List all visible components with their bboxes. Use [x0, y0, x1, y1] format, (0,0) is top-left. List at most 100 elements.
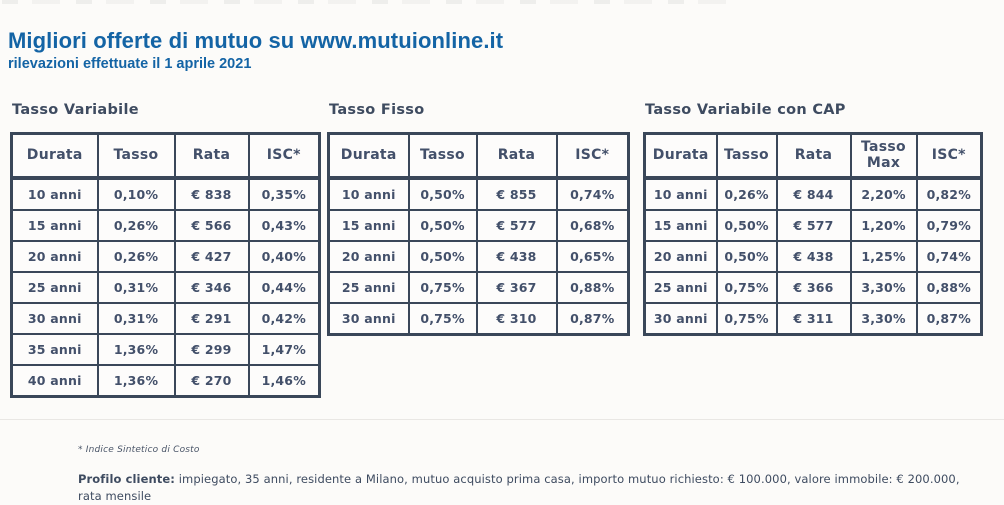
table-cell: 40 anni — [12, 365, 98, 397]
section-title: Tasso Variabile — [12, 102, 321, 118]
table-cell: € 577 — [477, 210, 557, 241]
table-cell: 0,42% — [249, 303, 320, 334]
table-cell: € 427 — [175, 241, 249, 272]
table-cell: 0,87% — [917, 303, 982, 335]
table-cell: 0,75% — [717, 303, 777, 335]
table-cell: 0,26% — [98, 241, 175, 272]
table-cell: 0,79% — [917, 210, 982, 241]
table-cell: € 366 — [777, 272, 851, 303]
column-header: Tasso — [409, 134, 477, 179]
table-cell: 0,87% — [557, 303, 629, 335]
column-header: Durata — [329, 134, 409, 179]
table-cell: 2,20% — [851, 178, 917, 210]
column-header: Tasso — [98, 134, 175, 179]
isc-footnote: * Indice Sintetico di Costo — [78, 445, 200, 455]
table-cell: 30 anni — [645, 303, 717, 335]
column-header: Rata — [175, 134, 249, 179]
table-cell: 15 anni — [12, 210, 98, 241]
table-cell: 3,30% — [851, 272, 917, 303]
table-cell: 0,74% — [917, 241, 982, 272]
table-cell: 25 anni — [329, 272, 409, 303]
table-cell: 1,36% — [98, 365, 175, 397]
table-cell: 1,20% — [851, 210, 917, 241]
column-header: ISC* — [557, 134, 629, 179]
table-cell: 0,88% — [557, 272, 629, 303]
table-cell: 0,40% — [249, 241, 320, 272]
table-cell: 0,10% — [98, 178, 175, 210]
table-cell: 20 anni — [12, 241, 98, 272]
section-title: Tasso Fisso — [329, 102, 630, 118]
table-cell: 1,46% — [249, 365, 320, 397]
table-cell: 0,50% — [717, 210, 777, 241]
table-cell: € 270 — [175, 365, 249, 397]
table-cell: 0,75% — [409, 303, 477, 335]
table-cell: 1,47% — [249, 334, 320, 365]
table-cell: 10 anni — [645, 178, 717, 210]
table-cell: € 310 — [477, 303, 557, 335]
profile-line1: impiegato, 35 anni, residente a Milano, … — [175, 472, 960, 486]
table-cell: 20 anni — [645, 241, 717, 272]
table-cell: 25 anni — [12, 272, 98, 303]
clipped-text-artifact — [2, 0, 742, 4]
table-cell: 1,36% — [98, 334, 175, 365]
column-header: Rata — [477, 134, 557, 179]
table-cell: € 367 — [477, 272, 557, 303]
table-cell: 35 anni — [12, 334, 98, 365]
table-cell: 0,50% — [409, 178, 477, 210]
table-cell: 0,82% — [917, 178, 982, 210]
table-cell: € 438 — [777, 241, 851, 272]
table-cell: 0,31% — [98, 303, 175, 334]
column-header: Durata — [12, 134, 98, 179]
table-cell: 20 anni — [329, 241, 409, 272]
profile-text: Profilo cliente: impiegato, 35 anni, res… — [78, 471, 960, 505]
column-header: Durata — [645, 134, 717, 179]
table-cell: 10 anni — [329, 178, 409, 210]
table-cell: 30 anni — [12, 303, 98, 334]
table-cell: € 346 — [175, 272, 249, 303]
column-header: Rata — [777, 134, 851, 179]
table-cell: 0,74% — [557, 178, 629, 210]
table-cell: 0,75% — [717, 272, 777, 303]
column-header: Tasso — [717, 134, 777, 179]
column-header: ISC* — [249, 134, 320, 179]
page-subtitle: rilevazioni effettuate il 1 aprile 2021 — [8, 56, 251, 72]
profile-label: Profilo cliente: — [78, 472, 175, 486]
section-title: Tasso Variabile con CAP — [645, 102, 983, 118]
table-cell: 0,26% — [98, 210, 175, 241]
table-cell: 25 anni — [645, 272, 717, 303]
column-header: Tasso Max — [851, 134, 917, 179]
table-cell: € 577 — [777, 210, 851, 241]
table-cell: 10 anni — [12, 178, 98, 210]
table-cell: 0,26% — [717, 178, 777, 210]
divider — [0, 419, 1004, 420]
table-cell: 0,65% — [557, 241, 629, 272]
table-cell: 0,88% — [917, 272, 982, 303]
table-cell: € 838 — [175, 178, 249, 210]
page-title: Migliori offerte di mutuo su www.mutuion… — [8, 28, 503, 54]
table-cell: 0,44% — [249, 272, 320, 303]
table-cell: 0,75% — [409, 272, 477, 303]
table-cell: 0,50% — [717, 241, 777, 272]
table-cell: 0,50% — [409, 241, 477, 272]
table-cell: 0,50% — [409, 210, 477, 241]
table-cell: 0,31% — [98, 272, 175, 303]
table-cell: € 291 — [175, 303, 249, 334]
